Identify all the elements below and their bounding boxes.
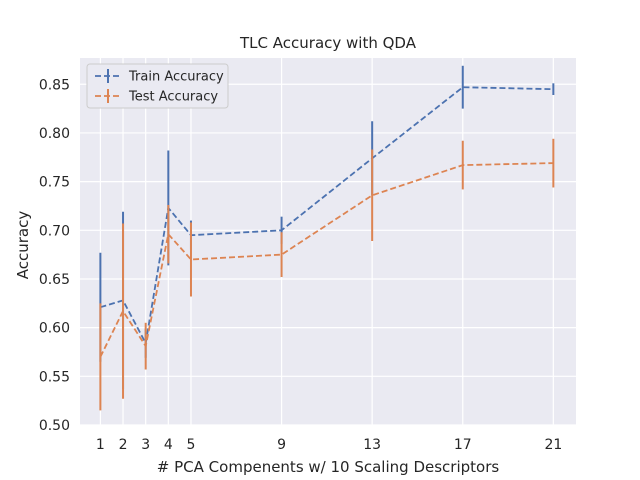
y-tick-label: 0.80 [39,126,70,142]
y-tick-label: 0.85 [39,77,70,93]
x-tick-label: 4 [164,437,173,453]
series-test [99,138,555,411]
y-tick-label: 0.70 [39,223,70,239]
legend-label: Train Accuracy [128,70,224,85]
x-tick-label: 17 [454,437,472,453]
y-tick-label: 0.60 [39,321,70,337]
plot-background [80,58,576,425]
y-tick-label: 0.65 [39,272,70,288]
series-layer [99,65,555,411]
legend: Train Accuracy Test Accuracy [86,63,229,109]
x-tick-labels: 1 2 3 4 5 9 13 17 21 [96,437,562,453]
x-tick-label: 13 [363,437,381,453]
y-tick-label: 0.75 [39,175,70,191]
x-tick-label: 21 [544,437,562,453]
x-axis-label: # PCA Compenents w/ 10 Scaling Descripto… [157,458,500,476]
y-tick-label: 0.50 [39,418,70,434]
legend-item: Train Accuracy [95,69,224,85]
x-tick-label: 9 [277,437,286,453]
y-tick-labels: 0.50 0.55 0.60 0.65 0.70 0.75 0.80 0.85 [39,77,70,434]
legend-box [86,63,229,109]
x-tick-label: 1 [96,437,105,453]
x-tick-label: 5 [187,437,196,453]
y-axis-label: Accuracy [14,211,32,280]
x-tick-label: 2 [119,437,128,453]
series-line [99,162,554,358]
chart-title: TLC Accuracy with QDA [239,34,417,52]
legend-label: Test Accuracy [128,90,218,105]
x-tick-label: 3 [141,437,150,453]
legend-item: Test Accuracy [95,89,218,105]
y-tick-label: 0.55 [39,369,70,385]
